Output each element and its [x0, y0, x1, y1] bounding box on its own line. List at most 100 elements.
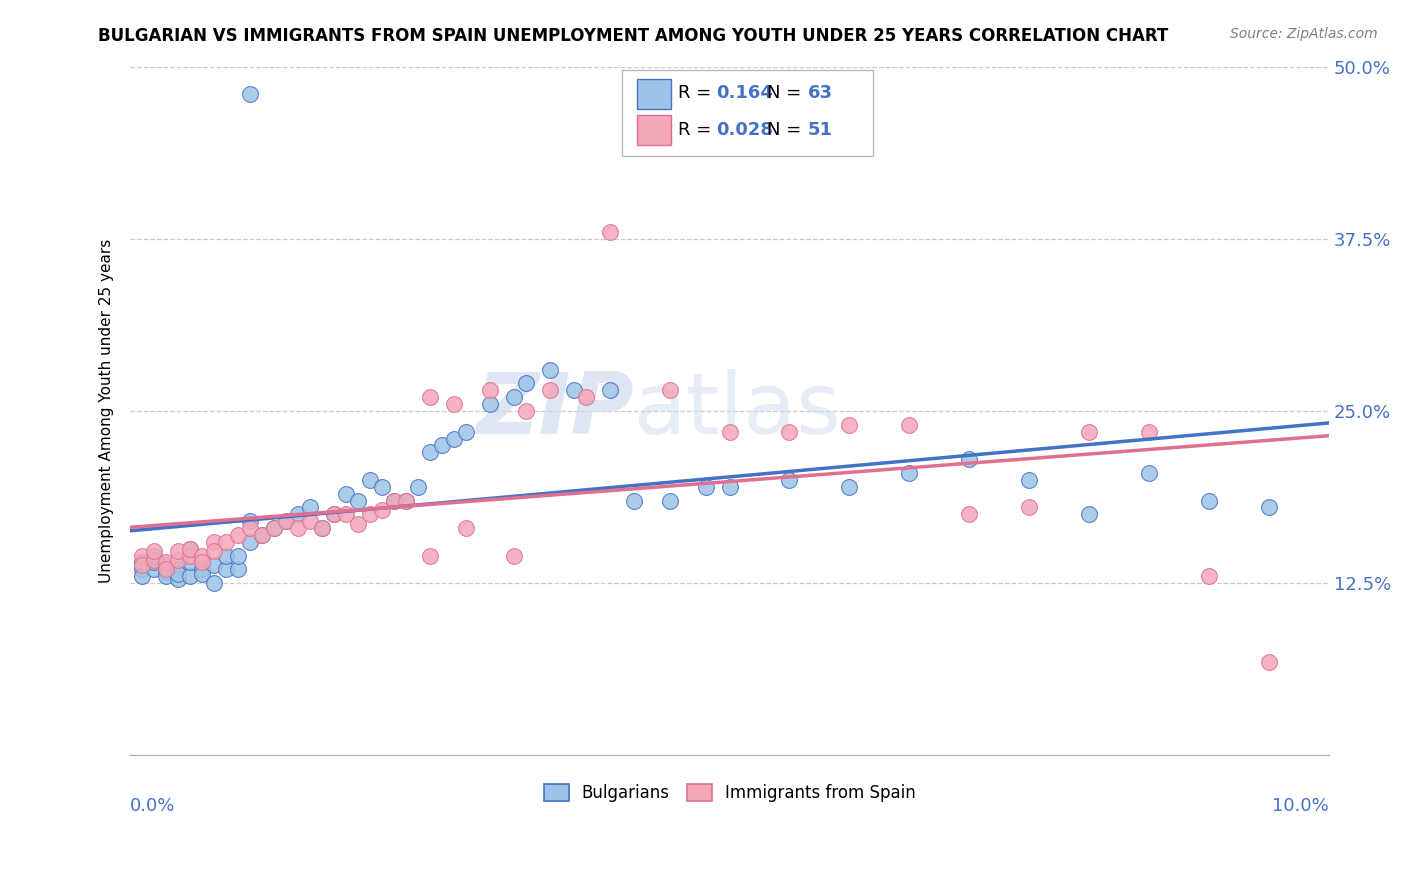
Point	[371, 480, 394, 494]
Point	[443, 432, 465, 446]
Point	[538, 384, 561, 398]
Point	[299, 514, 322, 528]
Point	[215, 562, 238, 576]
Point	[718, 480, 741, 494]
Point	[599, 225, 621, 239]
Point	[263, 521, 285, 535]
Point	[191, 556, 214, 570]
Point	[143, 544, 166, 558]
Text: 63: 63	[807, 84, 832, 103]
Point	[179, 556, 201, 570]
Point	[443, 397, 465, 411]
Point	[898, 466, 921, 480]
Point	[779, 425, 801, 439]
Point	[1078, 425, 1101, 439]
Point	[239, 534, 262, 549]
Point	[155, 558, 177, 573]
Point	[226, 528, 249, 542]
Point	[131, 558, 153, 573]
Point	[658, 493, 681, 508]
Point	[502, 390, 524, 404]
Point	[419, 445, 441, 459]
Point	[1078, 508, 1101, 522]
Point	[191, 549, 214, 563]
Point	[359, 473, 381, 487]
Point	[1018, 500, 1040, 515]
Point	[202, 558, 225, 573]
FancyBboxPatch shape	[637, 79, 671, 109]
Point	[191, 562, 214, 576]
Point	[239, 87, 262, 102]
Point	[202, 576, 225, 591]
Point	[311, 521, 333, 535]
Point	[718, 425, 741, 439]
Point	[263, 521, 285, 535]
Point	[419, 549, 441, 563]
Text: R =: R =	[678, 84, 717, 103]
Point	[430, 438, 453, 452]
Point	[779, 473, 801, 487]
FancyBboxPatch shape	[637, 115, 671, 145]
Point	[287, 508, 309, 522]
Text: 10.0%: 10.0%	[1272, 797, 1329, 814]
Point	[143, 562, 166, 576]
Point	[838, 480, 860, 494]
Point	[1257, 655, 1279, 669]
Point	[311, 521, 333, 535]
Point	[515, 376, 537, 391]
Point	[250, 528, 273, 542]
Point	[335, 508, 357, 522]
Point	[382, 493, 405, 508]
Point	[155, 569, 177, 583]
Text: R =: R =	[678, 120, 717, 139]
Point	[167, 562, 190, 576]
Point	[1198, 493, 1220, 508]
Point	[419, 390, 441, 404]
Point	[957, 452, 980, 467]
Point	[155, 562, 177, 576]
Point	[167, 572, 190, 586]
Point	[131, 549, 153, 563]
Text: 0.164: 0.164	[717, 84, 773, 103]
Point	[191, 566, 214, 581]
Point	[276, 514, 298, 528]
Point	[323, 508, 346, 522]
Point	[179, 541, 201, 556]
Point	[215, 549, 238, 563]
Point	[155, 556, 177, 570]
Point	[538, 362, 561, 376]
Point	[515, 404, 537, 418]
FancyBboxPatch shape	[621, 70, 873, 156]
Point	[239, 521, 262, 535]
Text: atlas: atlas	[634, 369, 842, 452]
Point	[1137, 425, 1160, 439]
Text: N =: N =	[766, 120, 807, 139]
Point	[299, 500, 322, 515]
Point	[478, 397, 501, 411]
Point	[239, 514, 262, 528]
Point	[155, 565, 177, 579]
Point	[562, 384, 585, 398]
Point	[335, 486, 357, 500]
Point	[167, 544, 190, 558]
Text: N =: N =	[766, 84, 807, 103]
Point	[575, 390, 598, 404]
Point	[1018, 473, 1040, 487]
Point	[131, 569, 153, 583]
Legend: Bulgarians, Immigrants from Spain: Bulgarians, Immigrants from Spain	[537, 778, 922, 809]
Point	[695, 480, 717, 494]
Point	[1137, 466, 1160, 480]
Text: 51: 51	[807, 120, 832, 139]
Point	[478, 384, 501, 398]
Point	[623, 493, 645, 508]
Point	[347, 516, 370, 531]
Point	[143, 549, 166, 563]
Point	[131, 562, 153, 576]
Point	[395, 493, 418, 508]
Point	[658, 384, 681, 398]
Text: 0.028: 0.028	[717, 120, 773, 139]
Point	[131, 556, 153, 570]
Point	[179, 541, 201, 556]
Point	[395, 493, 418, 508]
Point	[276, 514, 298, 528]
